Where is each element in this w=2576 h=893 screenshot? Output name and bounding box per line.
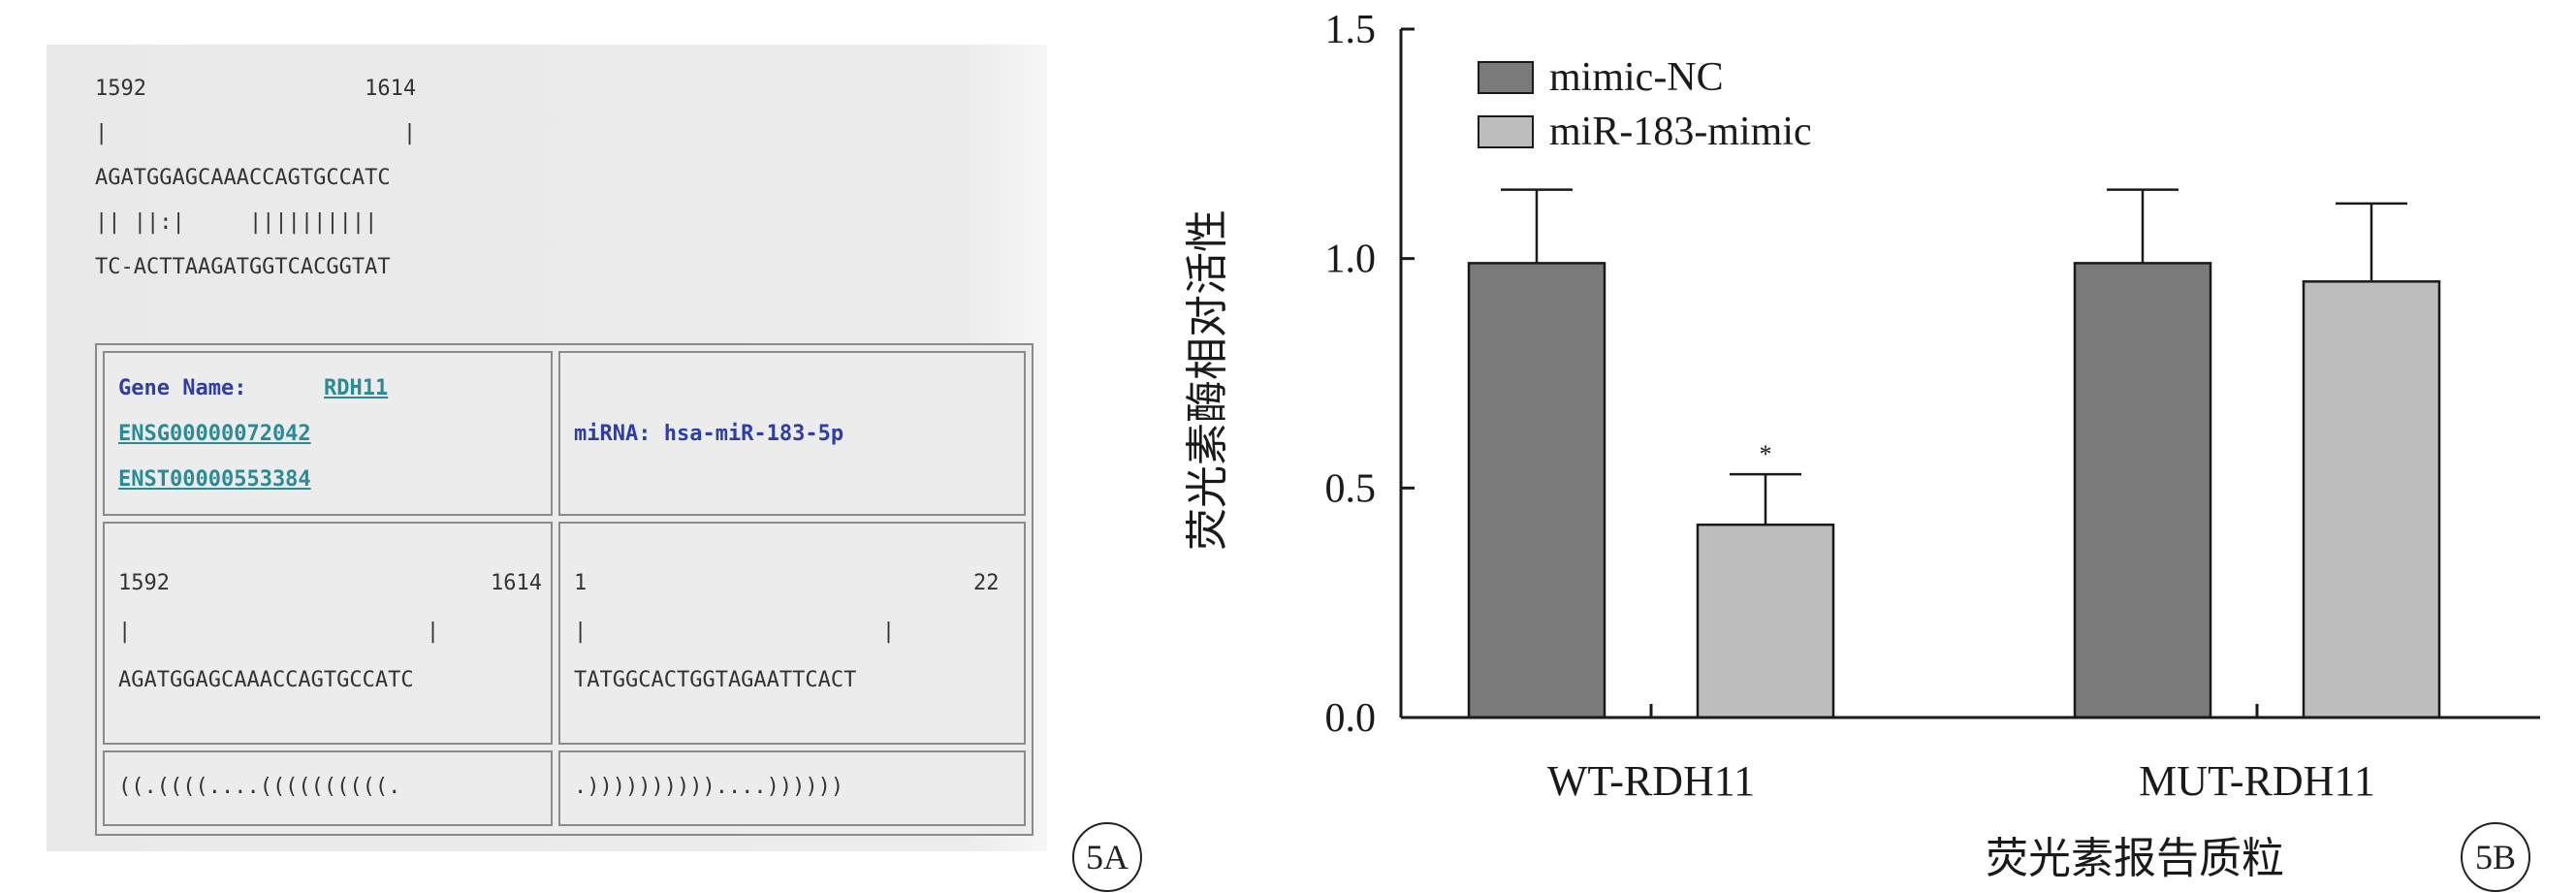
gene-name-label: Gene Name: [118,376,247,400]
bar-mut-rdh11-mimic-nc [2073,262,2212,719]
prediction-table: Gene Name: RDH11 ENSG00000072042 ENST000… [95,343,1034,836]
legend-label-mimic-nc: mimic-NC [1549,55,1724,100]
mirna-end: 22 [973,571,1000,595]
target-start: 1592 [118,571,170,595]
mirna-site-cell: 1 22 | | TATGGCACTGGTAGAATTCACT [558,522,1026,745]
target-site-sequence: AGATGGAGCAAACCAGTGCCATC [118,668,414,692]
bar-mut-rdh11-mir-183-mimic [2302,280,2441,719]
y-tick-label: 1.0 [1325,238,1377,282]
target-structure: ((.((((....((((((((((. [118,775,401,799]
panel-b-label: 5B [2461,822,2530,892]
target-site-cell: 1592 1614 | | AGATGGAGCAAACCAGTGCCATC [103,522,553,745]
enst-link[interactable]: ENST00000553384 [118,467,311,492]
y-tick-label: 0.0 [1325,696,1377,741]
legend: mimic-NC miR-183-mimic [1478,55,1812,154]
panel-a-label: 5A [1072,822,1142,892]
target-end: 1614 [491,571,542,595]
target-ticks: | | [118,620,440,644]
mirna-sequence: TC-ACTTAAGATGGTCACGGTAT [95,255,391,279]
legend-swatch-mimic-nc [1478,61,1534,94]
x-axis-label: 荧光素报告质粒 [1986,835,2284,882]
target-sequence: AGATGGAGCAAACCAGTGCCATC [95,166,391,190]
gene-info-cell: Gene Name: RDH11 ENSG00000072042 ENST000… [103,351,553,516]
x-tick-label-mut-rdh11: MUT-RDH11 [2139,757,2375,805]
bars-layer [1467,262,2441,719]
mirna-structure-cell: .))))))))))....)))))) [558,750,1026,826]
y-tick-label: 0.5 [1325,466,1377,511]
y-tick-label: 1.5 [1325,8,1377,52]
ensg-link[interactable]: ENSG00000072042 [118,422,311,446]
mirna-structure: .))))))))))....)))))) [574,775,844,799]
bar-wt-rdh11-mimic-nc [1467,262,1606,719]
mirna-name: miRNA: hsa-miR-183-5p [574,422,844,446]
gene-name-link[interactable]: RDH11 [324,376,389,400]
target-structure-cell: ((.((((....((((((((((. [103,750,553,826]
error-bars-layer: * [1501,188,2407,526]
mirna-start: 1 [574,571,588,595]
y-axis-label: 荧光素酶相对活性 [1184,209,1231,551]
target-prediction-panel: 1592 1614 | | AGATGGAGCAAACCAGTGCCATC ||… [47,45,1047,851]
mirna-info-cell: miRNA: hsa-miR-183-5p [558,351,1026,516]
legend-label-mir-183-mimic: miR-183-mimic [1549,110,1812,154]
x-tick-label-wt-rdh11: WT-RDH11 [1547,757,1755,805]
luciferase-bar-chart: * WT-RDH11 MUT-RDH11 0.0 0.5 1.0 1.5 mimic-NC… [1184,8,2540,882]
alignment-positions: 1592 1614 [95,77,417,101]
significance-marker: * [1760,440,1772,468]
alignment-ticks: | | [95,121,417,145]
mirna-site-sequence: TATGGCACTGGTAGAATTCACT [574,668,857,692]
legend-swatch-mir-183-mimic [1478,115,1534,148]
axes-layer: WT-RDH11 MUT-RDH11 0.0 0.5 1.0 1.5 [1325,8,2540,805]
pairing-line: || ||:| |||||||||| [95,210,378,235]
bar-wt-rdh11-mir-183-mimic [1696,523,1835,719]
mirna-ticks: | | [574,620,896,644]
